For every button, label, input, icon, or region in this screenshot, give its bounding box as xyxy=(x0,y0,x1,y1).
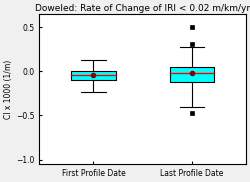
FancyBboxPatch shape xyxy=(170,67,214,82)
Y-axis label: CI x 1000 (1/m): CI x 1000 (1/m) xyxy=(4,59,13,119)
Title: Doweled: Rate of Change of IRI < 0.02 m/km/yr: Doweled: Rate of Change of IRI < 0.02 m/… xyxy=(35,4,250,13)
FancyBboxPatch shape xyxy=(71,71,116,80)
